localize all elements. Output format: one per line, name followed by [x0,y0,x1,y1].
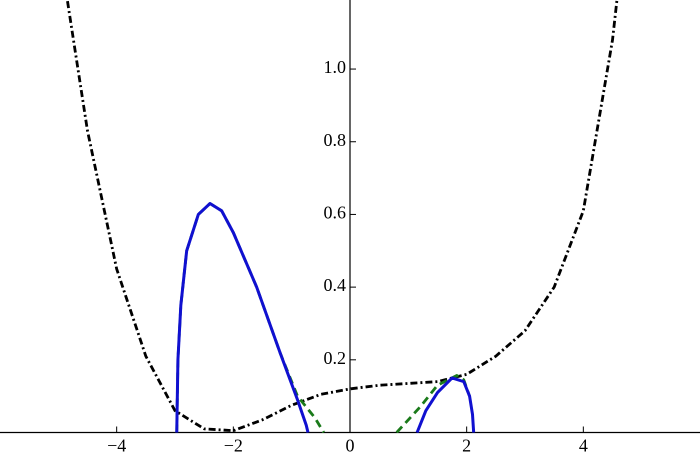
x-tick-label: −2 [224,436,243,456]
y-tick-label: 0.4 [324,275,347,295]
curve [65,0,619,433]
curve [415,376,476,433]
x-tick-label: 0 [346,436,355,456]
x-tick-label: 4 [579,436,588,456]
x-tick-label: 2 [462,436,471,456]
curve [395,374,471,433]
y-tick-label: 1.0 [324,57,347,77]
plot-area [65,0,619,433]
y-tick-label: 0.8 [324,130,347,150]
curve [175,202,310,433]
y-tick-label: 0.2 [324,348,347,368]
x-tick-label: −4 [107,436,126,456]
y-tick-label: 0.6 [324,203,347,223]
curve [175,202,325,433]
